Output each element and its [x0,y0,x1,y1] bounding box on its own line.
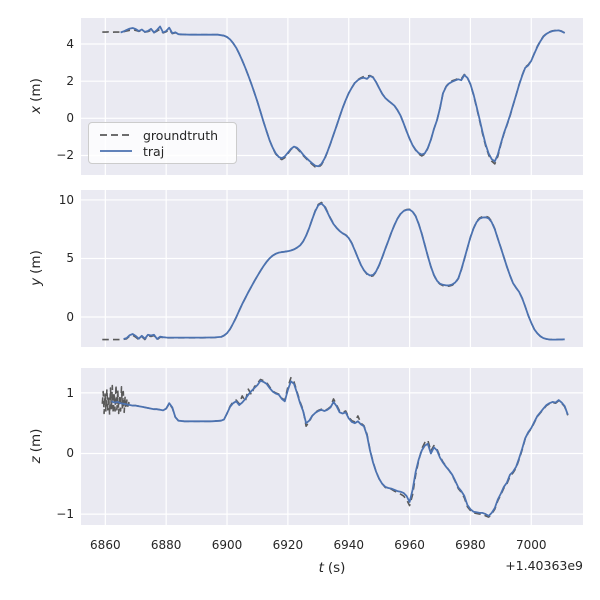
x-tick-label: 7000 [515,538,547,552]
legend: groundtruth traj [88,122,237,164]
legend-entry-traj: traj [99,144,226,159]
legend-line-sample-solid [100,150,132,152]
x-axis-label-unit: (s) [327,560,346,576]
traj-line [120,25,566,168]
groundtruth-line [101,376,569,518]
y-tick-label: 10 [58,192,74,207]
y-tick-label: 0 [66,111,74,126]
legend-label: traj [143,143,165,159]
subplot-z [81,368,583,525]
y-tick-label: −2 [56,148,74,163]
y-tick-label: −1 [56,507,74,522]
legend-entry-groundtruth: groundtruth [99,128,226,143]
y-axis-label-x: x(m) [26,51,46,141]
x-tick-label: 6900 [211,538,243,552]
y-tick-label: 2 [66,74,74,89]
x-tick-label: 6960 [394,538,425,552]
x-tick-label: 6880 [150,538,182,552]
y-tick-label: 0 [66,446,74,461]
y-tick-label: 0 [66,310,74,325]
y-tick-label: 5 [66,251,74,266]
legend-label: groundtruth [143,127,219,143]
y-tick-label: 4 [66,37,74,51]
x-tick-label: 6860 [90,538,121,552]
y-axis-label-var: y [28,277,44,286]
traj-line [123,202,565,341]
x-axis-label-var: t [318,560,324,576]
y-axis-label-y: y(m) [26,223,46,313]
legend-line-sample-dashed [100,134,132,136]
x-axis-label: t (s) [292,560,372,576]
x-tick-label: 6940 [333,538,364,552]
x-tick-label: 6920 [272,538,304,552]
y-tick-label: 1 [66,385,74,400]
traj-line [111,379,569,517]
x-tick-label: 6980 [455,538,486,552]
axis-offset-text: +1.40363e9 [505,558,583,573]
subplot-y [81,190,583,347]
